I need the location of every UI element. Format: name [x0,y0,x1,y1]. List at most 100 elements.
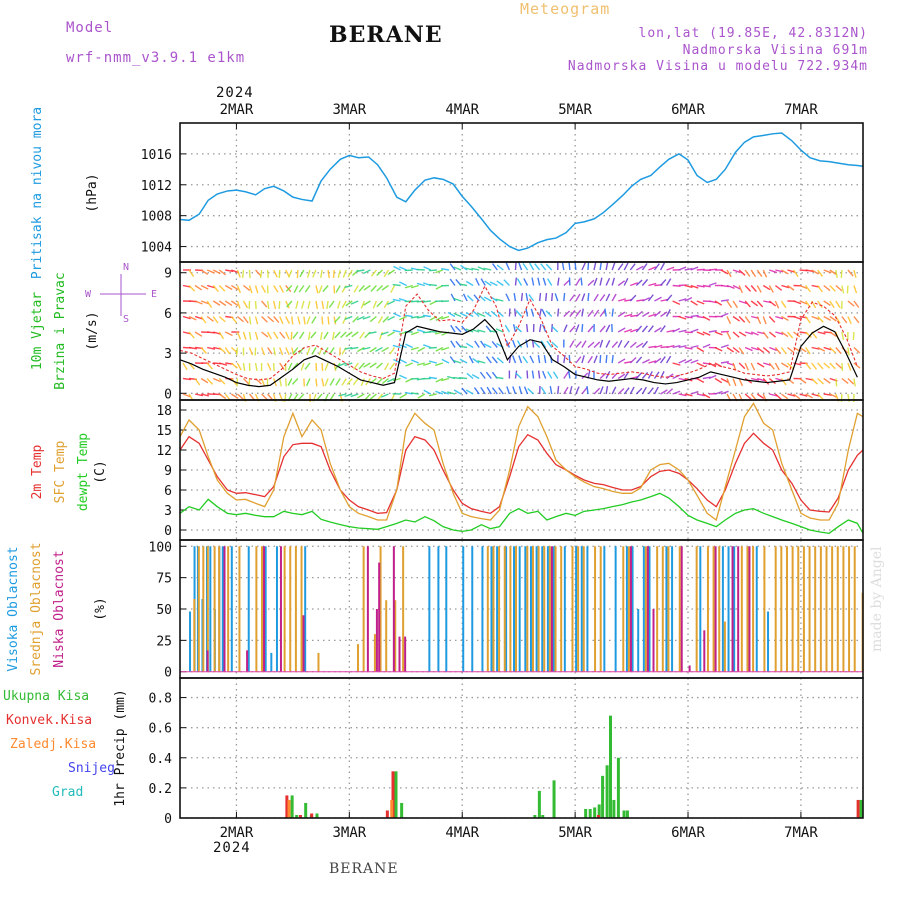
wind-barb [617,327,626,333]
cloud-mid-bar [486,546,489,672]
wind-barb [206,269,215,274]
wind-barb [726,331,732,340]
wind-barb [793,393,801,400]
wind-barb [750,300,759,307]
cloud-axis-label: Niska Oblacnost [52,550,67,667]
precip-legend-entry: Konvek.Kisa [6,713,92,728]
wind-barb [738,285,743,294]
wind-barb [528,294,535,302]
wind-barb [605,385,609,395]
wind-barb [799,393,808,397]
wind-barb [369,393,377,400]
wind-barb [182,377,192,381]
wind-barb [554,293,559,302]
wind-barb [684,393,693,397]
wind-barb [267,347,273,355]
wind-barb [660,279,667,286]
wind-barb [829,331,837,337]
wind-barb [551,325,559,333]
wind-barb [266,269,269,279]
wind-barb [428,376,437,380]
wind-barb [182,393,191,398]
wind-barb [593,293,599,302]
wind-barb [435,269,444,274]
wind-barb [300,362,305,371]
wind-barb [514,261,517,271]
wind-barb [781,284,790,289]
wind-barb [377,316,384,324]
wind-barb [254,362,258,371]
wind-barb [261,316,268,323]
wind-barb [495,328,504,333]
wind-barb [236,300,241,309]
wind-barb [224,347,231,355]
wind-barb [593,341,601,349]
wind-barb [341,378,347,386]
wind-barb [720,344,729,349]
wind-barb [720,269,729,275]
compass-n: N [123,262,129,273]
precip-total-bar [608,715,612,818]
cloud-high-bar [721,546,724,672]
wind-barb [547,278,553,286]
cloud-mid-bar [300,546,303,672]
wind-barb [763,362,772,366]
precip-total-bar [315,813,319,818]
wind-barb [230,300,239,307]
wind-barb [762,316,767,325]
wind-barb [720,377,729,383]
cloud-mid-bar [503,546,506,672]
wind-barb [480,278,486,286]
wind-barb [853,269,857,278]
wind-barb [345,300,353,307]
wind-barb [542,370,547,379]
wind-barb [351,331,359,338]
wind-barb [297,393,305,401]
wind-barb [817,362,824,370]
wind-barb [384,362,390,371]
cloud-high-bar [625,546,628,672]
wind-barb [259,269,263,279]
wind-barb [212,285,219,293]
cloud-high-bar [541,546,544,672]
wind-barb [569,386,573,395]
cloud-mid-bar [543,546,546,672]
y-tick-label: 9 [164,267,172,282]
wind-barb [286,300,293,308]
wind-barb [611,354,614,364]
wind-barb [605,340,611,348]
wind-barb [422,362,432,366]
wind-barb [218,331,225,340]
wind-barb [629,263,636,271]
wind-barb [272,300,277,309]
cloud-high-bar [437,546,440,672]
cloud-high-bar [637,609,640,672]
wind-barb [441,346,450,351]
wind-barb [518,355,523,364]
wind-barb [346,378,353,386]
wind-barb [435,362,444,367]
wind-barb [666,388,674,395]
wind-barb [334,316,341,323]
y-tick-label: 0 [164,666,172,681]
cloud-mid-bar [853,546,856,672]
cloud-high-bar [586,546,589,672]
wind-barb [575,309,582,317]
wind-barb [738,362,746,370]
wind-barb [537,354,541,364]
wind-barb [307,331,311,341]
wind-barb [483,267,492,271]
precip-total-bar [400,802,404,818]
wind-barb [480,340,486,348]
wind-barb [356,269,365,273]
wind-barb [363,300,371,306]
wind-barb [611,277,616,286]
temp-sfc-line [179,402,864,522]
wind-barb [762,269,768,278]
cloud-mid-bar [213,546,216,672]
wind-barb [575,293,581,302]
wind-barb [696,362,705,367]
wind-barb [440,267,450,271]
wind-barb [399,281,407,287]
wind-barb [811,362,818,370]
